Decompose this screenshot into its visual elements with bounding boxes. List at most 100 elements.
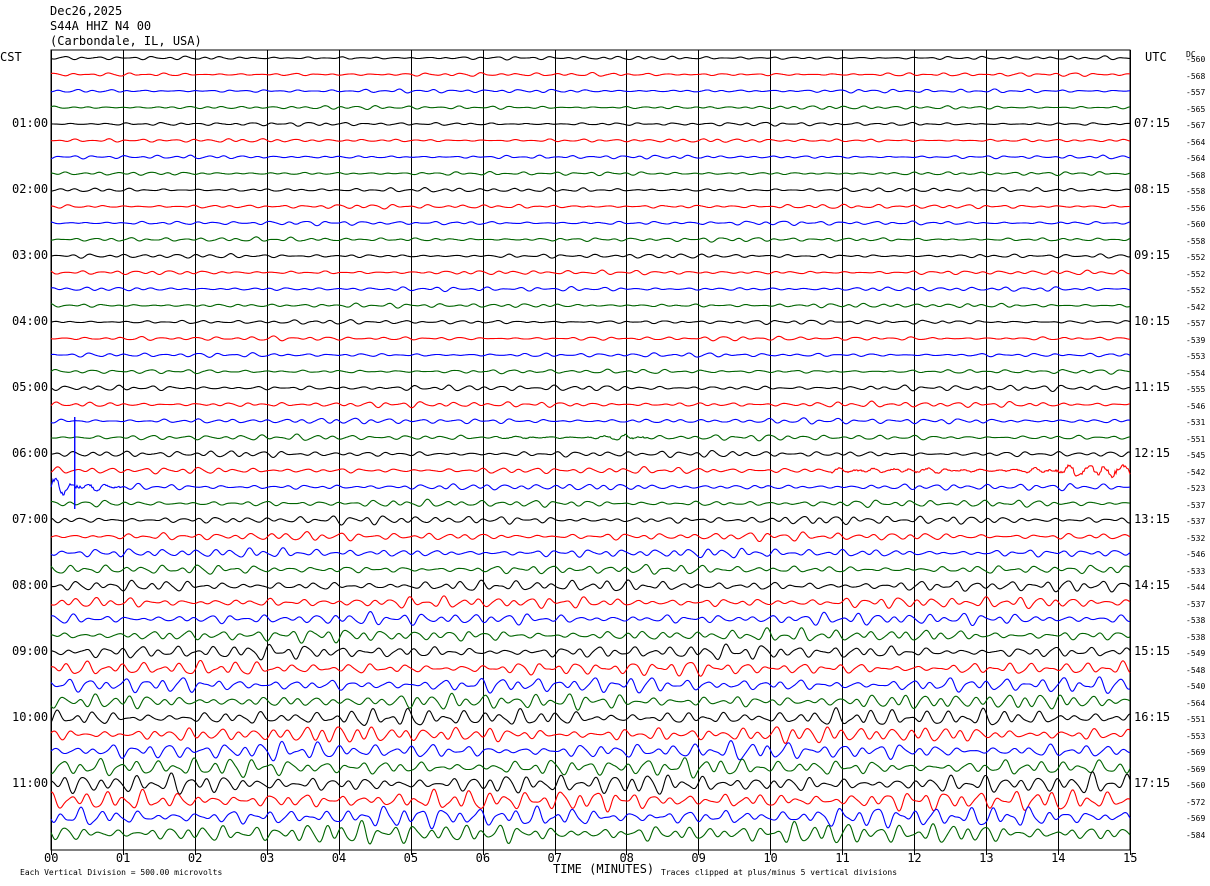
dc-offset-label: -553 (1186, 731, 1206, 741)
dc-offset-label: -542 (1186, 302, 1206, 312)
seismogram-trace-40 (50, 707, 1131, 726)
right-hour-label: 10:15 (1134, 314, 1171, 328)
dc-offset-label: -544 (1186, 583, 1206, 592)
header-date: Dec26,2025 (50, 4, 123, 18)
seismogram-trace-23 (50, 433, 1131, 442)
dc-offset-label: -569 (1186, 748, 1206, 757)
x-tick-label: 07 (547, 851, 562, 865)
dc-offset-label: -568 (1186, 71, 1206, 81)
dc-offset-label: -540 (1186, 682, 1206, 691)
seismogram-trace-33 (50, 595, 1131, 610)
seismogram-trace-39 (50, 692, 1131, 711)
seismogram-trace-0 (50, 55, 1131, 61)
seismogram-trace-41 (50, 726, 1131, 745)
right-hour-label: 14:15 (1134, 578, 1171, 592)
seismogram-trace-28 (50, 515, 1131, 526)
seismogram-trace-5 (50, 138, 1131, 143)
x-tick-label: 08 (619, 851, 634, 865)
x-tick-label: 01 (115, 851, 131, 865)
dc-offset-label: -565 (1186, 104, 1206, 114)
right-hour-label: 17:15 (1134, 776, 1171, 790)
dc-offset-label: -558 (1186, 187, 1206, 196)
seismogram-trace-18 (50, 352, 1131, 358)
left-hour-label: 08:00 (12, 578, 49, 592)
right-timezone-label: UTC (1145, 50, 1167, 64)
dc-offset-label: -546 (1186, 401, 1206, 411)
seismogram-trace-47 (50, 819, 1131, 845)
dc-offset-label: -533 (1186, 566, 1206, 576)
dc-offset-label: -569 (1186, 764, 1206, 774)
right-hour-label: 08:15 (1134, 182, 1171, 196)
dc-offset-label: -523 (1186, 484, 1206, 493)
right-hour-label: 13:15 (1134, 512, 1171, 526)
seismogram-trace-45 (50, 788, 1131, 813)
x-tick-label: 10 (763, 851, 778, 865)
left-hour-label: 09:00 (12, 644, 49, 658)
seismogram-trace-2 (51, 88, 1131, 94)
dc-offset-label: -554 (1186, 368, 1206, 378)
dc-offset-label: -545 (1186, 451, 1206, 460)
traces (50, 55, 1131, 845)
scale-note: Each Vertical Division = 500.00 microvol… (20, 868, 223, 877)
seismogram-trace-25 (50, 463, 1131, 479)
left-hour-label: 01:00 (12, 116, 49, 130)
dc-offset-label: -546 (1186, 550, 1206, 559)
dc-offset-label: -572 (1186, 797, 1206, 807)
seismogram-trace-10 (50, 220, 1131, 227)
seismogram-trace-15 (50, 302, 1131, 309)
plot-frame (50, 49, 1131, 851)
seismogram-trace-1 (50, 71, 1130, 77)
seismogram-trace-8 (50, 186, 1131, 193)
clip-note: Traces clipped at plus/minus 5 vertical … (661, 868, 898, 877)
dc-offset-label: -553 (1186, 352, 1206, 361)
dc-offset-label: -537 (1186, 599, 1206, 609)
dc-offset-label: -557 (1186, 88, 1206, 97)
seismogram-trace-22 (50, 417, 1131, 425)
seismogram-trace-43 (50, 757, 1131, 779)
x-tick-label: 09 (691, 851, 706, 865)
right-hour-label: 16:15 (1134, 710, 1171, 724)
left-hour-label: 07:00 (12, 512, 49, 526)
dc-offset-label: -560 (1186, 55, 1206, 64)
x-tick-label: 00 (44, 851, 59, 865)
seismogram-trace-3 (50, 105, 1131, 111)
right-hour-label: 07:15 (1134, 116, 1171, 130)
dc-offset-label: -551 (1186, 715, 1206, 724)
seismogram-trace-24 (50, 449, 1131, 458)
header-location: (Carbondale, IL, USA) (50, 34, 202, 48)
dc-offset-label: -538 (1186, 632, 1206, 642)
dc-offset-label: -564 (1186, 698, 1206, 708)
seismogram-trace-38 (50, 676, 1131, 694)
right-hour-label: 15:15 (1134, 644, 1171, 658)
x-tick-label: 14 (1051, 851, 1066, 865)
dc-offset-label: -568 (1186, 170, 1206, 180)
seismogram-trace-17 (50, 335, 1131, 342)
dc-offset-label: -531 (1186, 418, 1206, 427)
left-hour-label: 06:00 (12, 446, 49, 460)
dc-offset-label: -551 (1186, 434, 1206, 444)
seismogram-trace-12 (50, 253, 1131, 259)
dc-offset-label: -560 (1186, 781, 1206, 790)
seismogram-trace-9 (51, 203, 1131, 210)
seismogram-trace-27 (50, 498, 1131, 508)
left-hour-label: 05:00 (12, 380, 49, 394)
x-tick-label: 06 (475, 851, 491, 865)
left-hour-label: 10:00 (12, 710, 49, 724)
seismogram-trace-19 (50, 368, 1131, 375)
dc-offset-label: -537 (1186, 500, 1206, 510)
seismogram-trace-14 (50, 286, 1131, 293)
dc-offset-label: -552 (1186, 269, 1206, 279)
seismogram-trace-37 (50, 659, 1131, 677)
dc-offset-label: -560 (1186, 220, 1206, 229)
dc-offset-label: -537 (1186, 517, 1206, 526)
dc-offset-label: -564 (1186, 137, 1206, 147)
seismogram-trace-34 (50, 611, 1130, 627)
seismogram-trace-44 (50, 771, 1131, 795)
x-axis-title: TIME (MINUTES) (553, 862, 655, 876)
left-timezone-label: CST (0, 50, 22, 64)
x-tick-label: 13 (979, 851, 994, 865)
dc-offset-label: -549 (1186, 649, 1206, 658)
dc-offset-label: -548 (1186, 665, 1206, 675)
seismogram-trace-30 (50, 547, 1131, 559)
